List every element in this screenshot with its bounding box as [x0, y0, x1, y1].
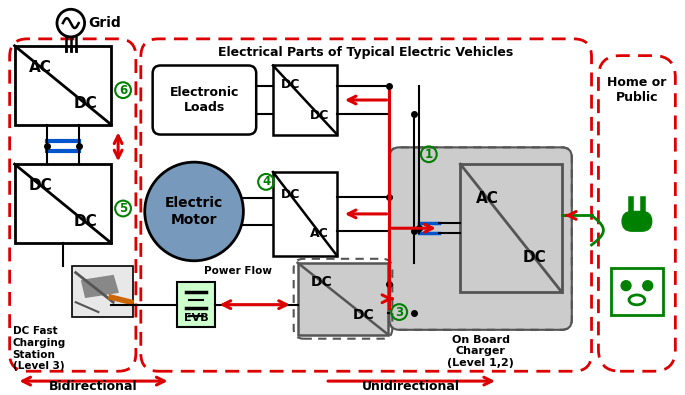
Text: EVB: EVB: [184, 313, 208, 323]
Bar: [460, 164, 562, 292]
Text: 5: 5: [119, 202, 127, 215]
Text: DC: DC: [310, 109, 329, 122]
Text: DC: DC: [353, 308, 375, 322]
Text: DC: DC: [29, 178, 53, 193]
Text: Electric
Motor: Electric Motor: [165, 196, 223, 227]
Bar: [273, 172, 337, 256]
Circle shape: [643, 281, 653, 291]
Bar: [14, 46, 111, 125]
Bar: [297, 263, 388, 335]
FancyBboxPatch shape: [153, 66, 256, 135]
Circle shape: [145, 162, 243, 261]
Text: 4: 4: [262, 175, 270, 188]
Bar: [611, 268, 662, 315]
Text: Power Flow: Power Flow: [204, 266, 273, 276]
Bar: [72, 266, 133, 317]
Circle shape: [621, 281, 631, 291]
Text: DC: DC: [281, 78, 300, 90]
Polygon shape: [82, 276, 118, 297]
Text: AC: AC: [310, 227, 329, 240]
Text: Electronic
Loads: Electronic Loads: [170, 86, 239, 114]
Text: On Board
Charger
(Level 1,2): On Board Charger (Level 1,2): [447, 335, 514, 368]
Text: Electrical Parts of Typical Electric Vehicles: Electrical Parts of Typical Electric Veh…: [218, 46, 513, 59]
Text: AC: AC: [29, 60, 52, 75]
Text: Home or
Public: Home or Public: [607, 76, 667, 104]
Text: Grid: Grid: [88, 16, 121, 30]
Text: DC: DC: [281, 188, 300, 201]
Text: DC: DC: [523, 250, 547, 265]
Bar: [177, 282, 215, 327]
Text: DC: DC: [73, 96, 97, 111]
FancyBboxPatch shape: [389, 147, 572, 330]
Text: DC: DC: [311, 275, 333, 289]
Text: Bidirectional: Bidirectional: [49, 380, 138, 393]
Bar: [14, 164, 111, 243]
Text: 3: 3: [395, 306, 403, 318]
Text: Unidirectional: Unidirectional: [362, 380, 460, 393]
Text: DC Fast
Charging
Station
(Level 3): DC Fast Charging Station (Level 3): [12, 326, 66, 371]
Text: 1: 1: [425, 148, 433, 161]
Text: 6: 6: [119, 84, 127, 97]
Text: AC: AC: [476, 191, 499, 206]
Bar: [273, 66, 337, 135]
FancyBboxPatch shape: [622, 211, 651, 231]
Text: DC: DC: [73, 214, 97, 229]
